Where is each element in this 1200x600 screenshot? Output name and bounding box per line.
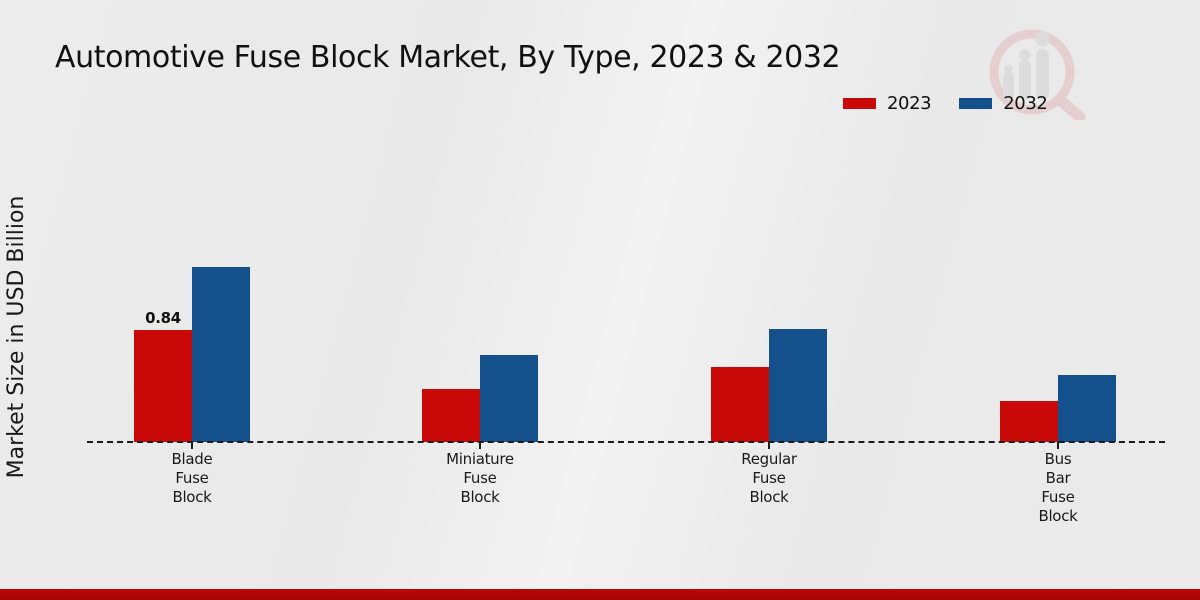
legend: 2023 2032 <box>843 93 1048 114</box>
category-label: Regular Fuse Block <box>689 450 849 507</box>
bar-2032-4 <box>1058 375 1116 442</box>
legend-swatch-2032 <box>959 98 993 109</box>
category-label-line: Fuse <box>1041 488 1075 506</box>
bar-chart-magnifier-logo <box>989 29 1086 120</box>
x-axis-tick <box>1057 442 1059 449</box>
category-label-line: Miniature <box>446 450 514 468</box>
category-label-line: Block <box>749 488 789 506</box>
legend-label: 2023 <box>887 93 932 114</box>
category-label-line: Fuse <box>463 469 497 487</box>
legend-item-2023: 2023 <box>843 93 932 114</box>
legend-swatch-2023 <box>843 98 876 109</box>
bar-2023-2 <box>422 389 480 442</box>
category-label-line: Block <box>172 488 212 506</box>
legend-item-2032: 2032 <box>959 93 1048 114</box>
bar-2032-2 <box>480 355 538 442</box>
bar-2023-4 <box>1000 401 1058 442</box>
bar-2023-1 <box>134 330 192 442</box>
category-label-line: Regular <box>741 450 797 468</box>
legend-label: 2032 <box>1003 93 1048 114</box>
bar-2032-3 <box>769 329 827 442</box>
category-label-line: Bus <box>1044 450 1072 468</box>
category-label-line: Block <box>460 488 500 506</box>
footer-accent-bar <box>0 589 1200 600</box>
x-axis-baseline <box>87 441 1165 443</box>
category-label-line: Fuse <box>752 469 786 487</box>
category-label-line: Block <box>1038 507 1078 525</box>
category-label: Blade Fuse Block <box>112 450 272 507</box>
category-label: Bus Bar Fuse Block <box>978 450 1138 526</box>
x-axis-tick <box>479 442 481 449</box>
bar-value-label: 0.84 <box>145 309 181 327</box>
chart-title: Automotive Fuse Block Market, By Type, 2… <box>55 40 841 75</box>
x-axis-tick <box>768 442 770 449</box>
category-label-line: Bar <box>1045 469 1071 487</box>
bar-2023-3 <box>711 367 769 442</box>
category-label-line: Blade <box>171 450 213 468</box>
x-axis-tick <box>191 442 193 449</box>
bar-2032-1 <box>192 267 250 442</box>
category-label-line: Fuse <box>175 469 209 487</box>
category-label: Miniature Fuse Block <box>400 450 560 507</box>
